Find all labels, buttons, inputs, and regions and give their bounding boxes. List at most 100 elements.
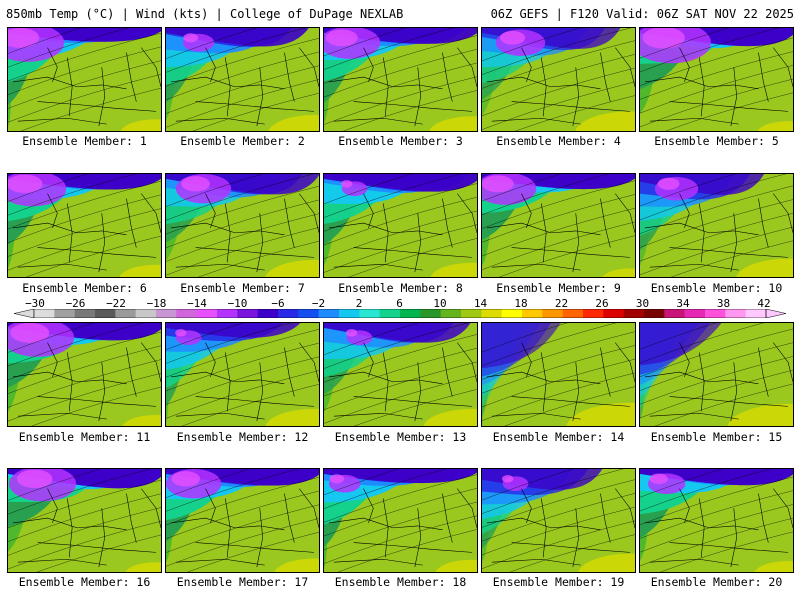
- colorbar-swatch: [196, 309, 218, 318]
- colorbar-tick-label: −30: [25, 297, 45, 310]
- ensemble-member-label: Ensemble Member: 19: [492, 575, 625, 589]
- temperature-map: [482, 469, 635, 572]
- colorbar-tick-label: 42: [757, 297, 771, 310]
- colorbar-tick-label: 34: [676, 297, 690, 310]
- colorbar-swatch: [684, 309, 706, 318]
- colorbar-swatch: [542, 309, 563, 318]
- colorbar-swatch: [95, 309, 116, 318]
- ensemble-member-label: Ensemble Member: 16: [18, 575, 151, 589]
- ensemble-member-panel: [481, 173, 636, 278]
- ensemble-member-panel: [7, 468, 162, 573]
- ensemble-member-panel: [323, 468, 478, 573]
- colorbar-swatch: [583, 309, 604, 318]
- temperature-map: [640, 28, 793, 131]
- temperature-map: [482, 28, 635, 131]
- ensemble-member-panel: [7, 27, 162, 132]
- temperature-map: [166, 174, 319, 277]
- colorbar-swatch: [664, 309, 685, 318]
- temperature-map: [482, 323, 635, 426]
- colorbar-swatch: [562, 309, 584, 318]
- ensemble-member-panel: [639, 27, 794, 132]
- colorbar-tick-label: 26: [595, 297, 609, 310]
- temperature-map: [482, 174, 635, 277]
- ensemble-member-label: Ensemble Member: 5: [654, 134, 779, 148]
- ensemble-member-panel: [165, 27, 320, 132]
- colorbar-tick-label: 38: [716, 297, 731, 310]
- ensemble-member-panel: [323, 322, 478, 427]
- colorbar-tick-label: 10: [433, 297, 447, 310]
- ensemble-member-panel: [165, 468, 320, 573]
- colorbar-tick-label: −2: [311, 297, 326, 310]
- temperature-map: [166, 469, 319, 572]
- ensemble-member-label: Ensemble Member: 3: [338, 134, 463, 148]
- temperature-map: [324, 469, 477, 572]
- colorbar-left-arrow: [14, 309, 35, 318]
- ensemble-member-label: Ensemble Member: 8: [338, 281, 463, 295]
- ensemble-member-panel: [481, 468, 636, 573]
- ensemble-member-panel: [7, 173, 162, 278]
- model-run-info: 06Z GEFS | F120 Valid: 06Z SAT NOV 22 20…: [490, 7, 794, 21]
- temperature-map: [166, 323, 319, 426]
- temperature-map: [324, 28, 477, 131]
- colorbar-swatch: [34, 309, 55, 318]
- colorbar-swatch: [644, 309, 665, 318]
- colorbar-swatch: [501, 309, 523, 318]
- colorbar-swatch: [135, 309, 157, 318]
- colorbar-tick-label: 6: [396, 297, 403, 310]
- colorbar-swatch: [623, 309, 645, 318]
- colorbar-right-arrow: [765, 309, 786, 318]
- colorbar-swatch: [298, 309, 319, 318]
- ensemble-member-label: Ensemble Member: 14: [492, 430, 625, 444]
- colorbar-tick-label: −26: [65, 297, 86, 310]
- temperature-colorbar: [14, 309, 786, 318]
- colorbar-tick-label: 2: [355, 297, 363, 310]
- colorbar-tick-label: −10: [227, 297, 248, 310]
- colorbar-swatch: [440, 309, 462, 318]
- temperature-map: [324, 323, 477, 426]
- ensemble-member-label: Ensemble Member: 17: [176, 575, 309, 589]
- colorbar-swatch: [400, 309, 421, 318]
- ensemble-member-panel: [7, 322, 162, 427]
- ensemble-member-label: Ensemble Member: 10: [650, 281, 783, 295]
- ensemble-member-panel: [639, 173, 794, 278]
- temperature-map: [640, 323, 793, 426]
- colorbar-tick-label: 14: [473, 297, 488, 310]
- colorbar-swatch: [339, 309, 360, 318]
- ensemble-member-label: Ensemble Member: 18: [334, 575, 467, 589]
- colorbar-swatch: [318, 309, 340, 318]
- temperature-map: [640, 174, 793, 277]
- temperature-map: [166, 28, 319, 131]
- colorbar-swatch: [217, 309, 238, 318]
- ensemble-member-label: Ensemble Member: 9: [496, 281, 621, 295]
- ensemble-member-label: Ensemble Member: 1: [22, 134, 147, 148]
- ensemble-member-label: Ensemble Member: 11: [18, 430, 151, 444]
- colorbar-swatch: [481, 309, 502, 318]
- colorbar-swatch: [156, 309, 177, 318]
- ensemble-member-label: Ensemble Member: 2: [180, 134, 305, 148]
- ensemble-member-label: Ensemble Member: 13: [334, 430, 467, 444]
- ensemble-member-label: Ensemble Member: 4: [496, 134, 621, 148]
- ensemble-member-label: Ensemble Member: 12: [176, 430, 309, 444]
- ensemble-member-panel: [481, 27, 636, 132]
- colorbar-tick-label: −14: [187, 297, 207, 310]
- colorbar-swatch: [461, 309, 482, 318]
- ensemble-member-label: Ensemble Member: 20: [650, 575, 783, 589]
- chart-title: 850mb Temp (°C) | Wind (kts) | College o…: [6, 7, 404, 21]
- ensemble-member-panel: [639, 322, 794, 427]
- temperature-map: [324, 174, 477, 277]
- ensemble-member-panel: [639, 468, 794, 573]
- colorbar-tick-label: −18: [146, 297, 167, 310]
- colorbar-swatch: [237, 309, 258, 318]
- colorbar-tick-label: −22: [106, 297, 126, 310]
- colorbar-tick-label: 18: [514, 297, 528, 310]
- temperature-map: [8, 323, 161, 426]
- temperature-map: [8, 174, 161, 277]
- temperature-map: [8, 28, 161, 131]
- colorbar-swatch: [115, 309, 136, 318]
- colorbar-tick-label: −6: [271, 297, 285, 310]
- ensemble-member-panel: [323, 173, 478, 278]
- colorbar-swatch: [745, 309, 767, 318]
- colorbar-swatch: [74, 309, 96, 318]
- ensemble-member-panel: [481, 322, 636, 427]
- ensemble-member-label: Ensemble Member: 15: [650, 430, 783, 444]
